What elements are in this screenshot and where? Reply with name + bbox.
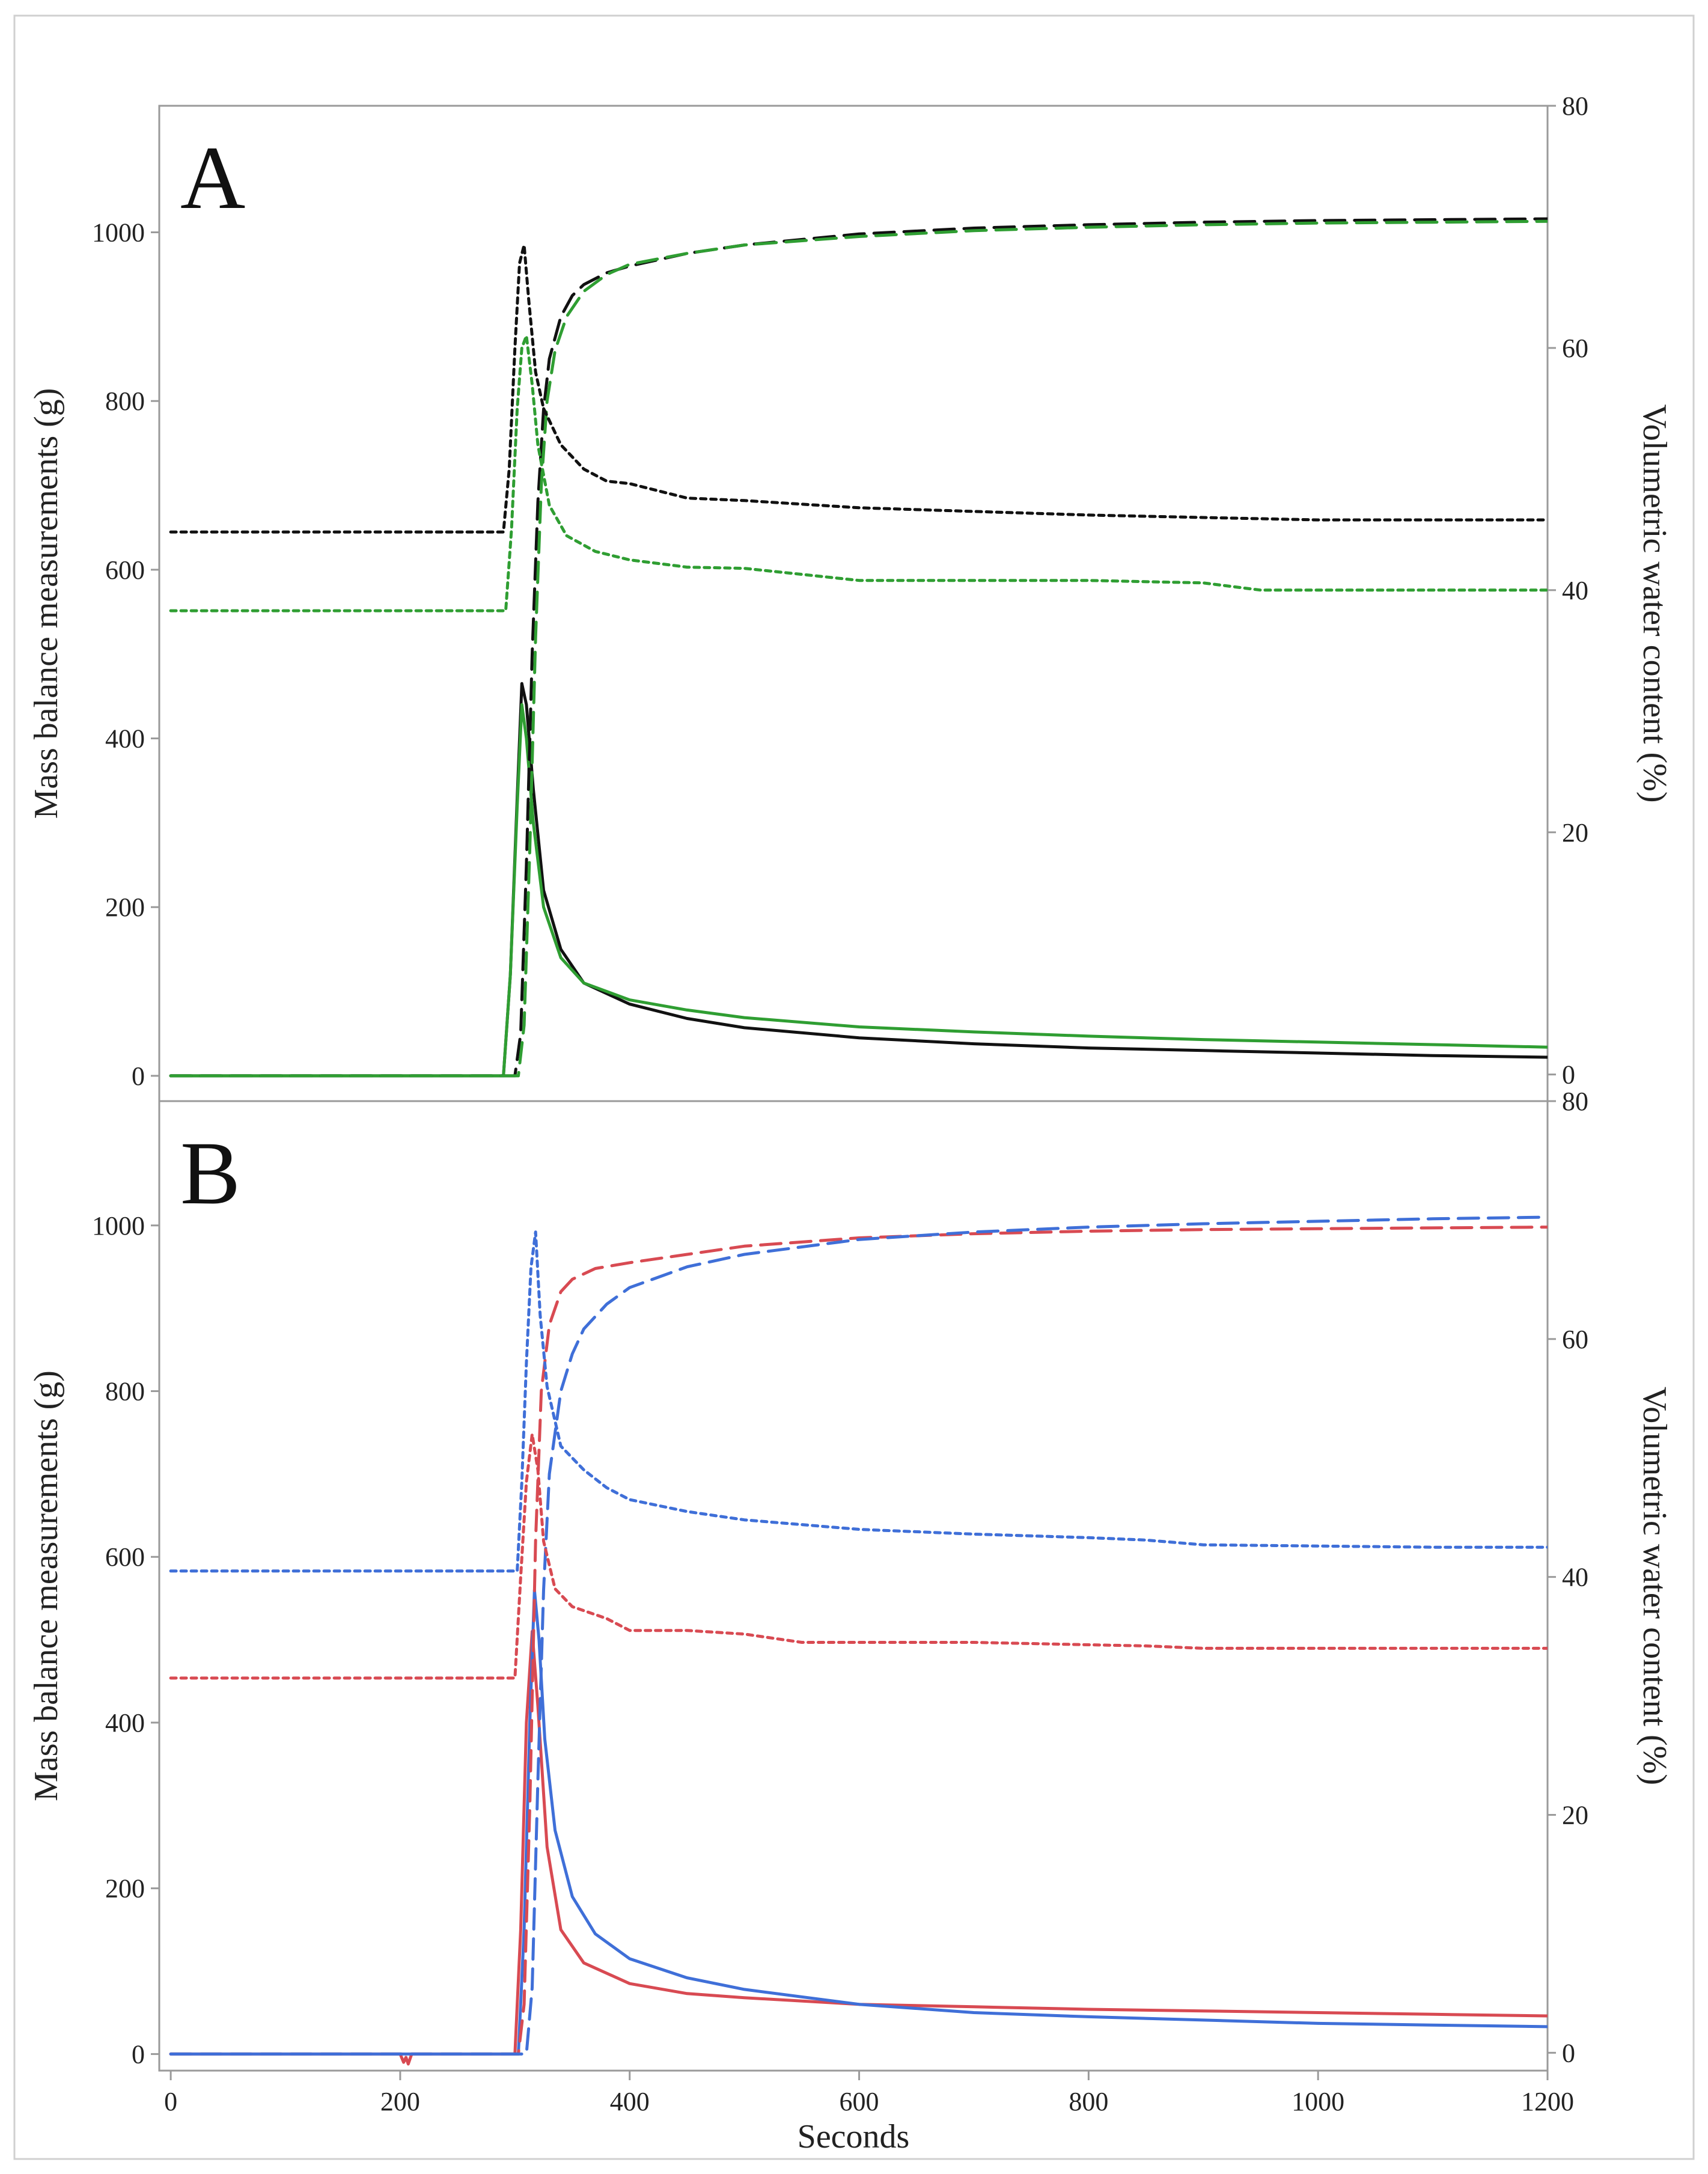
y2-tick-label: 20 [1562, 818, 1588, 847]
figure-frame [13, 14, 1695, 2160]
x-tick-label: 600 [840, 2087, 879, 2116]
y-axis-label: Mass balance measurements (g) [28, 388, 65, 819]
y2-axis-label: Volumetric water content (%) [1636, 405, 1673, 803]
y-tick-label: 0 [132, 2039, 145, 2069]
y-axis-label: Mass balance measurements (g) [28, 1370, 65, 1801]
series-line-dashed-d84a52 [169, 1226, 1548, 2056]
y2-tick-label: 60 [1562, 334, 1588, 363]
y2-tick-label: 0 [1562, 1060, 1575, 1090]
y2-tick-label: 60 [1562, 1325, 1588, 1354]
series-line-dotted-2f9e32 [169, 334, 1548, 612]
x-tick-label: 1200 [1521, 2087, 1574, 2116]
panel-letter: A [180, 128, 245, 228]
plot-area [158, 1100, 1549, 2072]
series-line-dashed-111111 [169, 217, 1548, 1078]
y2-tick-label: 20 [1562, 1800, 1588, 1830]
y-tick-label: 1000 [92, 1211, 145, 1241]
y-tick-label: 600 [105, 555, 145, 585]
x-tick-label: 800 [1069, 2087, 1108, 2116]
y-tick-label: 800 [105, 1377, 145, 1406]
series-line-solid-3f6fd8 [169, 1588, 1548, 2056]
series-line-solid-d84a52 [169, 1629, 1548, 2066]
series-line-dashed-3f6fd8 [169, 1215, 1548, 2056]
x-tick-label: 0 [164, 2087, 177, 2116]
series-line-dotted-111111 [169, 243, 1548, 534]
series-line-dashed-2f9e32 [169, 219, 1548, 1078]
series-line-solid-2f9e32 [169, 703, 1548, 1078]
y2-tick-label: 80 [1562, 1087, 1588, 1116]
y2-tick-label: 40 [1562, 576, 1588, 605]
y2-tick-label: 0 [1562, 2038, 1575, 2068]
series-line-solid-111111 [169, 682, 1548, 1078]
plot-area [158, 105, 1549, 1102]
y-tick-label: 200 [105, 1874, 145, 1904]
x-tick-label: 200 [380, 2087, 420, 2116]
series-group [169, 1215, 1548, 2066]
x-tick-label: 1000 [1292, 2087, 1344, 2116]
series-line-dotted-3f6fd8 [169, 1230, 1548, 1573]
y2-axis-label: Volumetric water content (%) [1636, 1387, 1673, 1785]
y-tick-label: 1000 [92, 218, 145, 248]
y-tick-label: 200 [105, 893, 145, 922]
x-tick-label: 400 [610, 2087, 650, 2116]
panel-letter: B [180, 1123, 240, 1223]
y2-tick-label: 80 [1562, 91, 1588, 121]
series-group [169, 217, 1548, 1078]
series-line-dotted-d84a52 [169, 1432, 1548, 1680]
y-tick-label: 400 [105, 724, 145, 754]
y-tick-label: 800 [105, 386, 145, 416]
x-axis-label: Seconds [798, 2118, 910, 2155]
y-tick-label: 400 [105, 1708, 145, 1738]
y2-tick-label: 40 [1562, 1563, 1588, 1592]
y-tick-label: 600 [105, 1542, 145, 1572]
panel-a: 0 200 400 600 800 1000 0 20 40 60 80 Mass balance m… [28, 91, 1673, 1102]
y-tick-label: 0 [132, 1061, 145, 1091]
